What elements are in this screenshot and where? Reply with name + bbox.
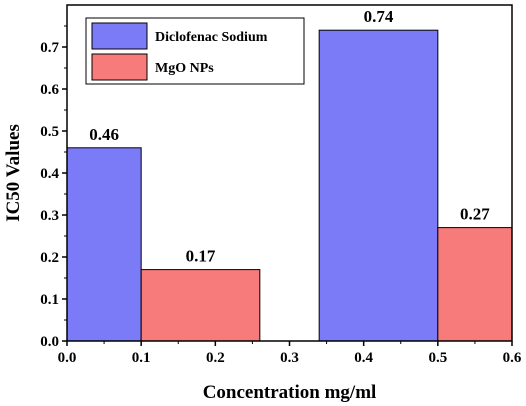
y-tick-label: 0.3 bbox=[40, 208, 59, 224]
bar-diclofenac-1 bbox=[318, 29, 439, 342]
legend-swatch bbox=[91, 22, 148, 50]
y-tick-label: 0.5 bbox=[40, 124, 59, 140]
x-tick-label: 0.6 bbox=[503, 350, 522, 366]
y-tick-label: 0.6 bbox=[40, 82, 59, 98]
y-tick-label: 0.7 bbox=[40, 40, 59, 56]
y-tick-label: 0.1 bbox=[40, 292, 59, 308]
data-label: 0.27 bbox=[460, 205, 490, 224]
y-tick-label: 0.2 bbox=[40, 250, 59, 266]
bar-mgo-1 bbox=[437, 227, 513, 342]
legend-label: Diclofenac Sodium bbox=[155, 30, 268, 45]
data-label: 0.74 bbox=[364, 7, 394, 26]
data-label: 0.17 bbox=[186, 247, 216, 266]
data-label: 0.46 bbox=[89, 125, 119, 144]
x-tick-label: 0.2 bbox=[206, 350, 225, 366]
x-axis-title: Concentration mg/ml bbox=[203, 382, 377, 403]
x-tick-label: 0.0 bbox=[58, 350, 77, 366]
legend: Diclofenac Sodium MgO NPs bbox=[85, 17, 305, 85]
bar-mgo-0 bbox=[140, 269, 261, 342]
bars-layer bbox=[66, 29, 513, 342]
y-axis-title: IC50 Values bbox=[3, 124, 24, 222]
legend-swatch bbox=[91, 53, 148, 81]
x-tick-label: 0.3 bbox=[280, 350, 299, 366]
legend-label: MgO NPs bbox=[155, 61, 214, 76]
y-tick-label: 0.4 bbox=[40, 166, 59, 182]
x-tick-label: 0.5 bbox=[428, 350, 447, 366]
x-tick-label: 0.4 bbox=[354, 350, 373, 366]
bar-diclofenac-0 bbox=[66, 147, 142, 342]
x-axis-ticks: 0.0 0.1 0.2 0.3 0.4 0.5 0.6 bbox=[58, 341, 522, 366]
y-axis-ticks: 0.0 0.1 0.2 0.3 0.4 0.5 0.6 0.7 bbox=[40, 25, 67, 350]
data-labels-layer: 0.46 0.74 0.17 0.27 bbox=[89, 7, 490, 265]
y-tick-label: 0.0 bbox=[40, 334, 59, 350]
x-tick-label: 0.1 bbox=[132, 350, 151, 366]
